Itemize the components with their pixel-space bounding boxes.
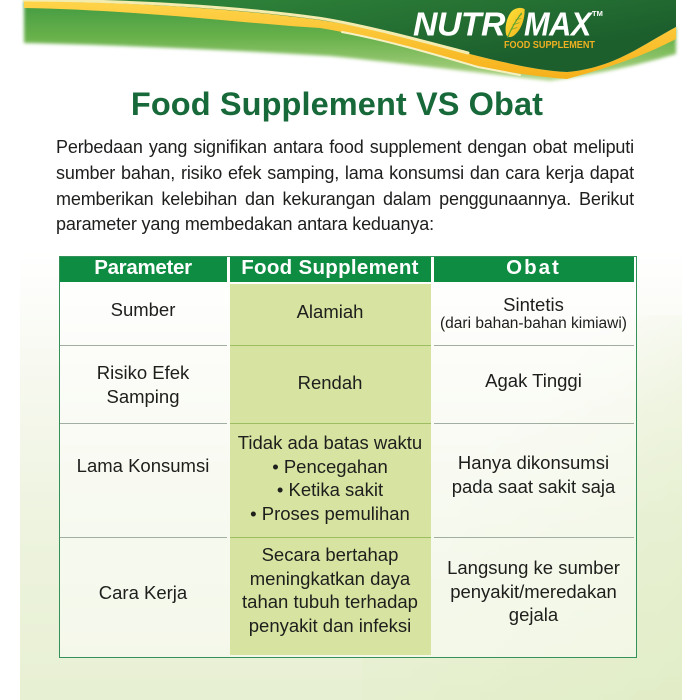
svg-text:MAX: MAX xyxy=(524,7,594,44)
svg-text:TM: TM xyxy=(592,9,603,18)
svg-text:NUTR: NUTR xyxy=(413,7,505,44)
svg-text:FOOD SUPPLEMENT: FOOD SUPPLEMENT xyxy=(504,39,595,51)
